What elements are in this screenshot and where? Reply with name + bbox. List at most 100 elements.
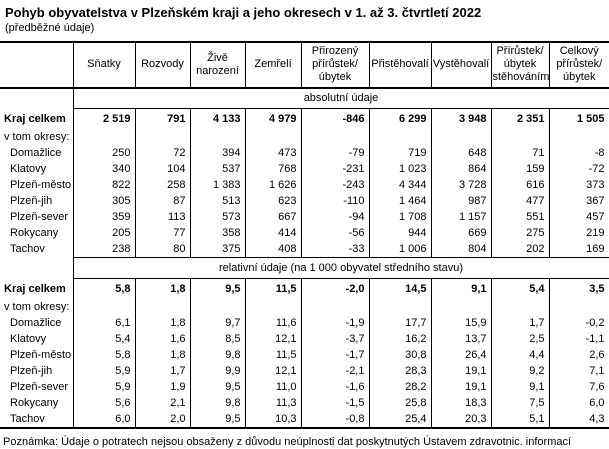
cell: 6,0 bbox=[548, 394, 609, 411]
table-row-tachov-rel: Tachov 6,0 2,0 9,5 10,3 -0,8 25,4 20,3 5… bbox=[0, 410, 609, 429]
page-title: Pohyb obyvatelstva v Plzeňském kraji a j… bbox=[5, 5, 482, 20]
cell: 12,1 bbox=[244, 330, 301, 347]
cell: 1 023 bbox=[368, 160, 431, 177]
cell: 669 bbox=[430, 224, 491, 241]
cell: -1,9 bbox=[300, 314, 369, 331]
cell: 4 979 bbox=[244, 108, 301, 130]
table-row-domazlice-rel: Domažlice 6,1 1,8 9,7 11,6 -1,9 17,7 15,… bbox=[0, 314, 609, 331]
cell: -110 bbox=[300, 192, 369, 209]
cell: 72 bbox=[134, 144, 190, 161]
table-row-plzen-sever-abs: Plzeň-sever 359 113 573 667 -94 1 708 1 … bbox=[0, 208, 609, 225]
cell: 250 bbox=[72, 144, 135, 161]
row-label: Kraj celkem bbox=[0, 278, 74, 300]
cell: 1 505 bbox=[548, 108, 609, 130]
column-header-snatky: Sňatky bbox=[72, 41, 135, 89]
cell: -1,6 bbox=[300, 378, 369, 395]
table-row-rokycany-rel: Rokycany 5,6 2,1 9,8 11,3 -1,5 25,8 18,3… bbox=[0, 394, 609, 411]
cell bbox=[244, 129, 301, 145]
table-row-subhead-rel: v tom okresy: bbox=[0, 299, 609, 315]
cell bbox=[490, 299, 549, 315]
cell: 11,0 bbox=[244, 378, 301, 395]
table-row-plzen-jih-abs: Plzeň-jih 305 87 513 623 -110 1 464 987 … bbox=[0, 192, 609, 209]
row-label: v tom okresy: bbox=[0, 129, 74, 145]
cell: 12,1 bbox=[244, 362, 301, 379]
table-row-plzen-sever-rel: Plzeň-sever 5,9 1,9 9,5 11,0 -1,6 28,2 1… bbox=[0, 378, 609, 395]
table-row-kraj-celkem-rel: Kraj celkem 5,8 1,8 9,5 11,5 -2,0 14,5 9… bbox=[0, 278, 609, 300]
cell: -2,0 bbox=[300, 278, 369, 300]
row-label: Tachov bbox=[0, 410, 74, 429]
cell: 623 bbox=[244, 192, 301, 209]
cell: 3,5 bbox=[548, 278, 609, 300]
cell: 822 bbox=[72, 176, 135, 193]
cell: 4,4 bbox=[490, 346, 549, 363]
row-label: Plzeň-město bbox=[0, 176, 74, 193]
cell: 7,5 bbox=[490, 394, 549, 411]
column-header-rozvody: Rozvody bbox=[134, 41, 190, 89]
table-row-tachov-abs: Tachov 238 80 375 408 -33 1 006 804 202 … bbox=[0, 240, 609, 258]
cell: 238 bbox=[72, 240, 135, 258]
column-header-prirustek-stehovanim: Přírůstek/ úbytek stěhováním bbox=[490, 41, 549, 89]
cell: 375 bbox=[189, 240, 245, 258]
cell: 473 bbox=[244, 144, 301, 161]
cell bbox=[430, 129, 491, 145]
cell: 10,3 bbox=[244, 410, 301, 429]
cell: 2 519 bbox=[72, 108, 135, 130]
cell: -8 bbox=[548, 144, 609, 161]
cell: 16,2 bbox=[368, 330, 431, 347]
row-label: v tom okresy: bbox=[0, 299, 74, 315]
column-header-prirozeny-prirustek: Přirozený přírůstek/ úbytek bbox=[300, 41, 369, 89]
cell: 1 006 bbox=[368, 240, 431, 258]
cell bbox=[368, 129, 431, 145]
table-row-plzen-mesto-rel: Plzeň-město 5,8 1,8 9,8 11,5 -1,7 30,8 2… bbox=[0, 346, 609, 363]
cell: -0,8 bbox=[300, 410, 369, 429]
cell: 394 bbox=[189, 144, 245, 161]
cell: 2 351 bbox=[490, 108, 549, 130]
row-label: Plzeň-jih bbox=[0, 192, 74, 209]
section-band-label-relative: relativní údaje (na 1 000 obyvatel střed… bbox=[72, 256, 609, 279]
cell: 6,0 bbox=[72, 410, 135, 429]
footnote: Poznámka: Údaje o potratech nejsou obsaž… bbox=[3, 435, 572, 448]
cell: 1,8 bbox=[134, 346, 190, 363]
column-header-zive-narozeni: Živě narození bbox=[189, 41, 245, 89]
cell: -2,1 bbox=[300, 362, 369, 379]
table-row-rokycany-abs: Rokycany 205 77 358 414 -56 944 669 275 … bbox=[0, 224, 609, 241]
cell: 159 bbox=[490, 160, 549, 177]
cell: 71 bbox=[490, 144, 549, 161]
cell: 1,9 bbox=[134, 378, 190, 395]
cell: 9,8 bbox=[189, 346, 245, 363]
row-label: Plzeň-sever bbox=[0, 378, 74, 395]
row-label: Plzeň-město bbox=[0, 346, 74, 363]
cell: 26,4 bbox=[430, 346, 491, 363]
cell: 1 157 bbox=[430, 208, 491, 225]
cell: 2,5 bbox=[490, 330, 549, 347]
cell: 719 bbox=[368, 144, 431, 161]
cell: 1,8 bbox=[134, 314, 190, 331]
cell: 11,3 bbox=[244, 394, 301, 411]
cell: 169 bbox=[548, 240, 609, 258]
cell: 477 bbox=[490, 192, 549, 209]
cell bbox=[244, 299, 301, 315]
table-row-kraj-celkem-abs: Kraj celkem 2 519 791 4 133 4 979 -846 6… bbox=[0, 108, 609, 130]
cell: -846 bbox=[300, 108, 369, 130]
cell: 11,5 bbox=[244, 278, 301, 300]
cell: 9,5 bbox=[189, 378, 245, 395]
cell bbox=[189, 129, 245, 145]
row-label: Domažlice bbox=[0, 144, 74, 161]
cell: 28,2 bbox=[368, 378, 431, 395]
cell: 17,7 bbox=[368, 314, 431, 331]
cell: 1,7 bbox=[134, 362, 190, 379]
cell bbox=[134, 299, 190, 315]
table-row-plzen-jih-rel: Plzeň-jih 5,9 1,7 9,9 12,1 -2,1 28,3 19,… bbox=[0, 362, 609, 379]
cell: 15,9 bbox=[430, 314, 491, 331]
cell: 616 bbox=[490, 176, 549, 193]
column-header-zemreli: Zemřelí bbox=[244, 41, 301, 89]
cell bbox=[134, 129, 190, 145]
cell: 8,5 bbox=[189, 330, 245, 347]
cell: 11,5 bbox=[244, 346, 301, 363]
cell bbox=[490, 129, 549, 145]
cell: 9,5 bbox=[189, 410, 245, 429]
table-row-klatovy-rel: Klatovy 5,4 1,6 8,5 12,1 -3,7 16,2 13,7 … bbox=[0, 330, 609, 347]
cell: 4,3 bbox=[548, 410, 609, 429]
cell: 18,3 bbox=[430, 394, 491, 411]
